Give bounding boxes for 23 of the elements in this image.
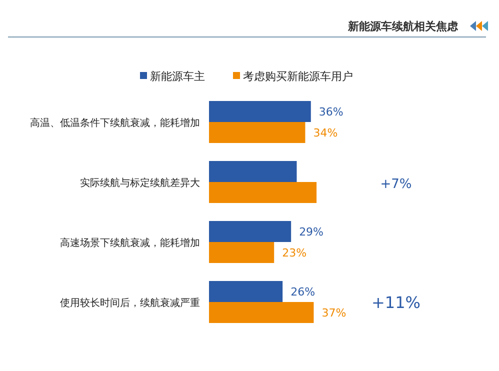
bar: [209, 101, 311, 122]
y-tick-label: 高速场景下续航衰减，能耗增加: [60, 237, 200, 249]
y-tick-label: 高温、低温条件下续航衰减，能耗增加: [30, 117, 200, 129]
legend-label: 考虑购买新能源车用户: [243, 70, 353, 83]
bar: [209, 221, 292, 242]
data-label: 29%: [299, 226, 324, 238]
bar: [209, 122, 306, 143]
bar: [209, 242, 274, 263]
bar: [209, 281, 283, 302]
y-tick-label: 实际续航与标定续航差异大: [80, 177, 200, 189]
bar: [209, 302, 314, 323]
data-label: 23%: [282, 246, 307, 260]
text: +11%: [372, 293, 420, 312]
data-label: 36%: [318, 106, 344, 118]
data-label: 34%: [313, 126, 338, 140]
bar: [209, 182, 317, 203]
data-label: 37%: [322, 306, 346, 320]
text: +7%: [380, 177, 412, 192]
data-label: 26%: [290, 286, 316, 298]
y-tick-label: 使用较长时间后，续航衰减严重: [60, 297, 200, 309]
text: 新能源车续航相关焦虑: [347, 20, 459, 33]
legend-label: 新能源车主: [150, 70, 205, 83]
bar: [209, 161, 297, 182]
